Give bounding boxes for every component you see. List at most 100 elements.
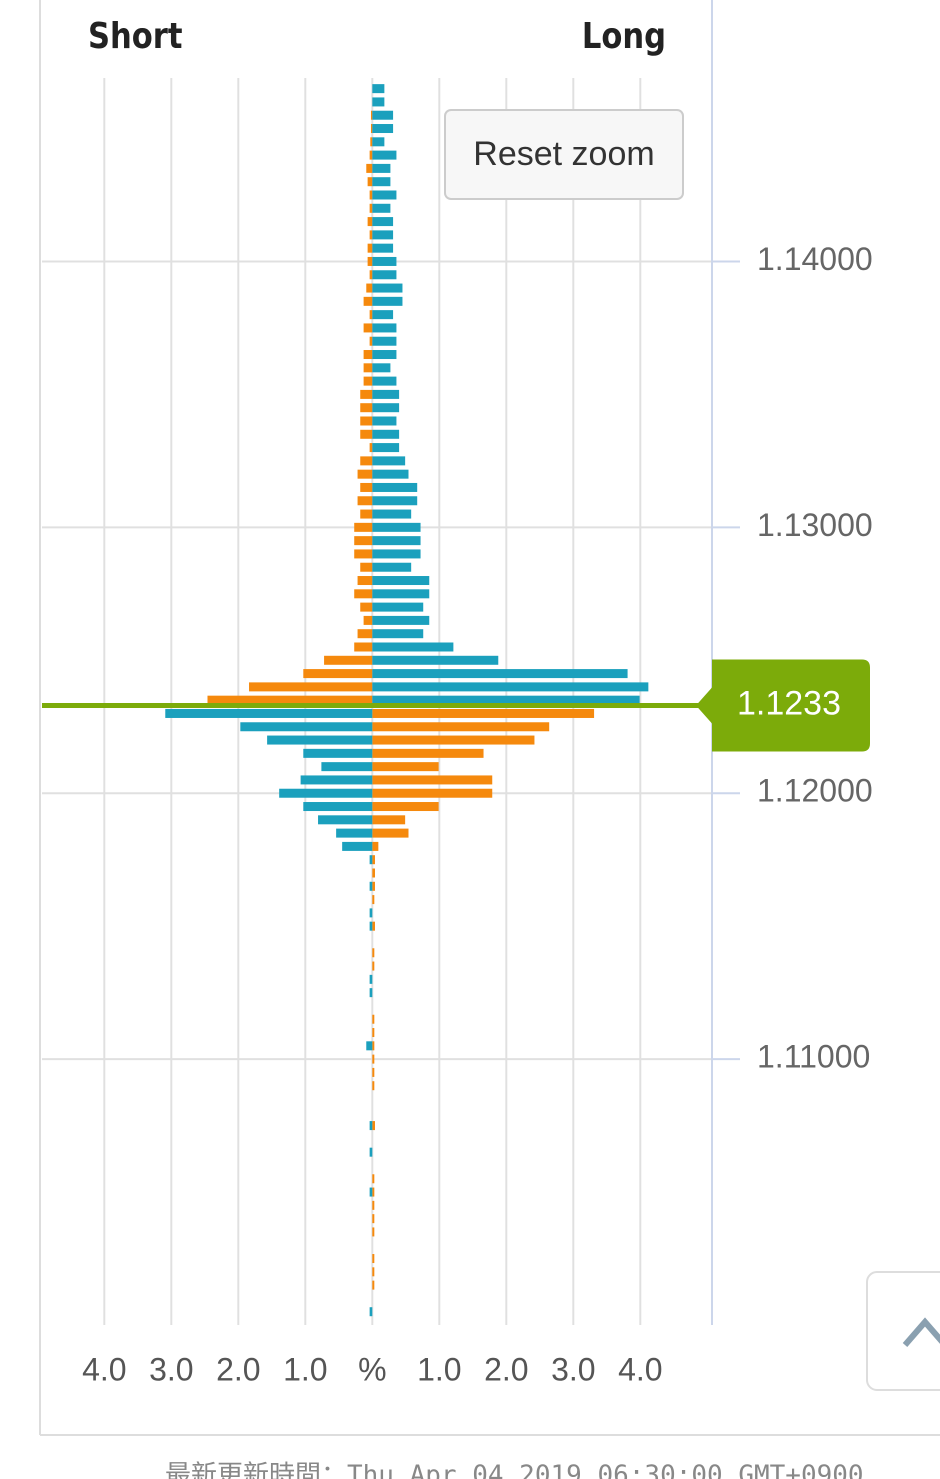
bar bbox=[369, 190, 373, 200]
bar bbox=[367, 256, 373, 266]
bar bbox=[369, 336, 373, 346]
bar bbox=[357, 496, 373, 506]
bar bbox=[372, 695, 640, 705]
x-tick-label: 1.0 bbox=[417, 1351, 461, 1387]
bar bbox=[372, 655, 499, 665]
x-tick-label: 3.0 bbox=[551, 1351, 595, 1387]
y-tick-label: 1.12000 bbox=[757, 773, 873, 809]
bar bbox=[372, 256, 397, 266]
bar bbox=[324, 655, 373, 665]
bar bbox=[369, 881, 373, 891]
bar bbox=[249, 682, 373, 692]
bar bbox=[363, 376, 373, 386]
bar bbox=[372, 163, 391, 173]
current-price-label: 1.1233 bbox=[737, 684, 841, 722]
reset-zoom-box[interactable] bbox=[444, 109, 684, 200]
bar bbox=[369, 921, 373, 931]
scroll-top-button[interactable] bbox=[866, 1271, 940, 1391]
reset-zoom-label[interactable]: Reset zoom bbox=[473, 135, 654, 173]
bar bbox=[354, 642, 373, 652]
bar bbox=[372, 190, 397, 200]
y-tick-label: 1.13000 bbox=[757, 507, 873, 543]
bar bbox=[354, 589, 373, 599]
bar bbox=[372, 815, 406, 825]
reset-zoom-button[interactable]: Reset zoom bbox=[444, 109, 684, 200]
bar bbox=[240, 722, 373, 732]
short-header: Short bbox=[88, 15, 183, 57]
bar bbox=[372, 509, 412, 519]
bar bbox=[372, 642, 454, 652]
bar bbox=[303, 748, 373, 758]
bar bbox=[321, 762, 373, 772]
bar bbox=[372, 429, 400, 439]
bar bbox=[372, 389, 400, 399]
bar bbox=[366, 283, 373, 293]
bar bbox=[367, 243, 373, 253]
scroll-top-icon[interactable] bbox=[902, 1317, 940, 1347]
bar bbox=[369, 974, 373, 984]
y-tick-label: 1.11000 bbox=[757, 1039, 870, 1075]
bar bbox=[360, 389, 373, 399]
bar bbox=[372, 589, 430, 599]
x-tick-label: 4.0 bbox=[618, 1351, 662, 1387]
bar bbox=[372, 137, 385, 147]
bar bbox=[372, 682, 649, 692]
bar bbox=[303, 802, 373, 812]
bar bbox=[372, 735, 535, 745]
bar bbox=[207, 695, 373, 705]
bar bbox=[372, 496, 418, 506]
bar bbox=[372, 1200, 375, 1210]
bar bbox=[372, 536, 421, 546]
bar bbox=[336, 828, 373, 838]
bar bbox=[372, 961, 375, 971]
bar bbox=[372, 110, 394, 120]
footer: 最新更新時間：Thu Apr 04 2019 06:30:00 GMT+0900 bbox=[165, 1461, 864, 1479]
bar bbox=[372, 1081, 375, 1091]
bar bbox=[267, 735, 373, 745]
bar bbox=[372, 855, 375, 865]
bar bbox=[372, 150, 397, 160]
bar bbox=[372, 1067, 375, 1077]
bar bbox=[372, 708, 595, 718]
bar bbox=[372, 748, 484, 758]
bar bbox=[369, 988, 373, 998]
bar bbox=[357, 629, 373, 639]
bar bbox=[360, 403, 373, 413]
bar bbox=[363, 296, 373, 306]
bar bbox=[366, 163, 373, 173]
bar bbox=[372, 84, 385, 94]
bar bbox=[369, 203, 373, 213]
bar bbox=[363, 350, 373, 360]
bar bbox=[354, 536, 373, 546]
bar bbox=[363, 363, 373, 373]
bar bbox=[360, 482, 373, 492]
bar bbox=[372, 323, 397, 333]
bar bbox=[372, 948, 375, 958]
bar bbox=[372, 921, 375, 931]
bar bbox=[372, 363, 391, 373]
bar bbox=[360, 456, 373, 466]
bar bbox=[372, 1214, 375, 1224]
scroll-top-box[interactable] bbox=[866, 1271, 940, 1391]
bar bbox=[372, 841, 379, 851]
current-price-box bbox=[696, 659, 870, 752]
bar bbox=[370, 124, 373, 134]
bar bbox=[372, 336, 397, 346]
bar bbox=[372, 270, 397, 280]
bar bbox=[372, 1121, 375, 1131]
bar bbox=[366, 1041, 373, 1051]
bar bbox=[372, 469, 409, 479]
bar bbox=[369, 1307, 373, 1317]
x-tick-label: 4.0 bbox=[82, 1351, 126, 1387]
bar bbox=[369, 230, 373, 240]
bar bbox=[165, 708, 373, 718]
bar bbox=[372, 283, 403, 293]
bar bbox=[370, 137, 373, 147]
bar bbox=[372, 482, 418, 492]
bar bbox=[372, 310, 394, 320]
bar bbox=[369, 310, 373, 320]
bar bbox=[369, 150, 373, 160]
bar bbox=[372, 562, 412, 572]
bar bbox=[372, 1174, 375, 1184]
